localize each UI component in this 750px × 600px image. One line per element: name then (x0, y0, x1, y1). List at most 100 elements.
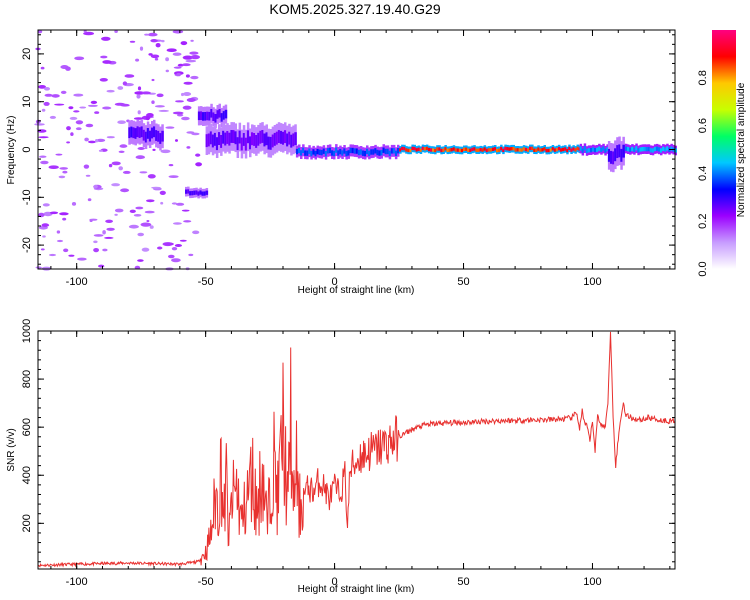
snr-x-tick-label: 100 (583, 576, 601, 588)
colorbar-gradient (712, 30, 736, 269)
spectrogram-noise-blob (150, 54, 160, 59)
spectrogram-cell (275, 131, 279, 145)
spectrogram-cell (214, 114, 217, 123)
spectrogram-cell (200, 111, 203, 120)
spectrogram-noise-blob (133, 214, 142, 217)
spectrogram-cell (401, 146, 404, 151)
spectrogram-noise-blob (43, 101, 50, 106)
spectrogram-cell (265, 132, 268, 146)
spectrogram-noise-blob (58, 175, 66, 179)
spectrogram-noise-blob (174, 244, 182, 247)
spectrogram-noise-blob (157, 246, 163, 250)
spectrogram-cell (232, 130, 235, 143)
spectrogram-cell (355, 148, 359, 154)
spectrogram-cell (460, 148, 464, 153)
spectrogram-cell (496, 148, 499, 153)
spectrogram-cell (600, 147, 603, 152)
spectrogram-noise-blob (87, 104, 98, 107)
spectrogram-cell (240, 137, 244, 151)
spectrogram-cell (380, 150, 383, 156)
snr-x-tick-label: 0 (332, 576, 338, 588)
spectrogram-cell (199, 190, 202, 195)
spectrogram-noise-blob (105, 219, 113, 223)
spectrogram-cell (157, 130, 160, 142)
spectrogram-cell (660, 148, 663, 153)
spectrogram-cell (155, 130, 158, 141)
spectrogram-cell (308, 148, 311, 154)
spectrogram-cell (527, 148, 530, 152)
spectrogram-cell (210, 109, 213, 118)
spectrogram-noise-blob (62, 170, 68, 174)
spectrogram-cell (257, 132, 260, 146)
snr-y-tick-label: 600 (21, 418, 33, 436)
spectrogram-cell (370, 149, 373, 155)
spectrogram-cell (298, 147, 301, 154)
spectrogram-cell (399, 148, 402, 152)
spectrogram-cell (506, 147, 509, 151)
spectrogram-cell (230, 130, 233, 143)
spectrogram-noise-blob (171, 258, 181, 263)
spectrogram-cell (322, 148, 326, 154)
spectrogram-cell (473, 147, 476, 151)
spectrogram-cell (228, 132, 231, 146)
spectrogram-cell (136, 126, 139, 138)
spectrogram-marks (34, 29, 677, 271)
spectrogram-x-tick-label: 0 (332, 276, 338, 288)
spectrogram-noise-blob (51, 94, 60, 98)
spectrogram-noise-blob (160, 201, 164, 205)
spectrogram-noise-blob (118, 150, 125, 153)
spectrogram-noise-blob (122, 81, 128, 86)
spectrogram-cell (202, 112, 205, 121)
snr-y-tick-label: 200 (21, 514, 33, 532)
spectrogram-cell (491, 147, 495, 151)
spectrogram-noise-blob (48, 253, 57, 257)
spectrogram-cell (655, 146, 659, 151)
spectrogram-cell (267, 136, 270, 150)
spectrogram-cell (359, 149, 363, 155)
spectrogram-noise-blob (159, 190, 166, 195)
spectrogram-cell (467, 148, 470, 152)
spectrogram-noise-blob (139, 171, 148, 174)
spectrogram-noise-blob (120, 103, 130, 107)
spectrogram-noise-blob (85, 123, 94, 128)
spectrogram-cell (557, 146, 561, 151)
spectrogram-cell (649, 148, 653, 153)
spectrogram-y-tick-label: -20 (21, 237, 33, 253)
spectrogram-cell (607, 148, 611, 162)
spectrogram-cell (533, 148, 536, 152)
spectrogram-cell (664, 147, 667, 152)
spectrogram-noise-blob (141, 247, 150, 252)
spectrogram-noise-blob (190, 75, 199, 80)
spectrogram-cell (560, 148, 563, 152)
spectrogram-cell (596, 147, 599, 152)
spectrogram-noise-blob (190, 55, 200, 60)
spectrogram-noise-blob (158, 109, 170, 112)
spectrogram-noise-blob (137, 232, 144, 237)
spectrogram-noise-blob (190, 39, 194, 42)
spectrogram-cell (639, 147, 642, 152)
spectrogram-noise-blob (99, 78, 108, 82)
spectrogram-noise-blob (171, 202, 178, 205)
spectrogram-cell (378, 150, 381, 156)
spectrogram-y-label: Frequency (Hz) (6, 116, 17, 185)
spectrogram-cell (341, 150, 344, 156)
spectrogram-cell (407, 148, 410, 153)
spectrogram-cell (201, 191, 204, 196)
spectrogram-noise-blob (37, 29, 43, 34)
spectrogram-cell (446, 148, 449, 152)
spectrogram-cell (218, 109, 221, 118)
spectrogram-cell (438, 147, 441, 151)
spectrogram-cell (222, 130, 225, 144)
spectrogram-noise-blob (168, 164, 174, 167)
spectrogram-cell (253, 133, 256, 146)
spectrogram-noise-blob (102, 248, 108, 252)
spectrogram-cell (140, 126, 144, 138)
snr-x-label: Height of straight line (km) (298, 584, 415, 595)
spectrogram-cell (475, 148, 478, 152)
spectrogram-cell (238, 130, 242, 144)
spectrogram-cell (589, 148, 593, 153)
spectrogram-noise-blob (154, 105, 165, 108)
spectrogram-noise-blob (44, 87, 50, 91)
snr-series-line (37, 331, 676, 568)
snr-x-tick-label: -100 (66, 576, 88, 588)
